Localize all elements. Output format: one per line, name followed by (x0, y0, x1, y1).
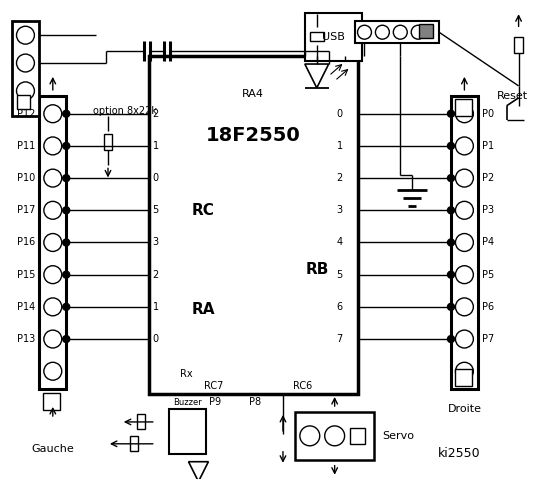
Bar (12, 21, 39, 116)
Text: P14: P14 (17, 302, 35, 312)
Text: 0: 0 (153, 334, 159, 344)
Circle shape (447, 110, 455, 117)
Circle shape (62, 336, 70, 343)
Text: RC7: RC7 (204, 381, 223, 391)
Text: 6: 6 (337, 302, 343, 312)
Circle shape (62, 207, 70, 214)
Bar (514, 37, 523, 53)
Bar (169, 409, 206, 454)
Text: option 8x22k: option 8x22k (93, 106, 157, 116)
Text: P6: P6 (482, 302, 494, 312)
Text: 2: 2 (337, 173, 343, 183)
Text: USB: USB (322, 32, 345, 42)
Text: P0: P0 (482, 109, 494, 119)
Circle shape (62, 303, 70, 311)
Bar (137, 415, 145, 430)
Text: Droite: Droite (447, 404, 482, 414)
Text: Buzzer: Buzzer (173, 397, 202, 407)
Bar (349, 428, 366, 444)
Circle shape (447, 143, 455, 149)
Circle shape (62, 175, 70, 181)
Circle shape (62, 143, 70, 149)
Text: RC6: RC6 (293, 381, 312, 391)
Text: RA4: RA4 (242, 89, 264, 99)
Circle shape (447, 175, 455, 181)
Bar (305, 13, 362, 61)
Text: RB: RB (306, 263, 330, 277)
Circle shape (447, 336, 455, 343)
Bar (130, 436, 138, 451)
Text: P12: P12 (17, 109, 35, 119)
Text: 7: 7 (337, 334, 343, 344)
Text: 3: 3 (153, 238, 159, 248)
Text: 1: 1 (337, 141, 343, 151)
Bar (419, 24, 433, 38)
Bar (295, 412, 374, 460)
Text: P10: P10 (17, 173, 35, 183)
Bar (103, 133, 112, 150)
Text: 5: 5 (337, 270, 343, 280)
Bar (17, 95, 30, 109)
Circle shape (447, 239, 455, 246)
Text: P13: P13 (17, 334, 35, 344)
Text: 2: 2 (153, 109, 159, 119)
Circle shape (447, 271, 455, 278)
Text: 4: 4 (337, 238, 343, 248)
Text: 3: 3 (337, 205, 343, 216)
Text: RA: RA (192, 302, 215, 317)
Text: P8: P8 (249, 397, 261, 407)
Text: 0: 0 (153, 173, 159, 183)
Text: P1: P1 (482, 141, 494, 151)
Text: P11: P11 (17, 141, 35, 151)
Bar (455, 369, 472, 386)
Text: P16: P16 (17, 238, 35, 248)
Text: ki2550: ki2550 (437, 447, 480, 460)
Text: P5: P5 (482, 270, 494, 280)
Text: P9: P9 (209, 397, 221, 407)
Bar (43, 393, 60, 410)
Circle shape (62, 110, 70, 117)
Text: 0: 0 (337, 109, 343, 119)
Bar (310, 32, 324, 41)
Text: Rx: Rx (180, 369, 193, 379)
Text: Reset: Reset (497, 91, 528, 101)
Text: P17: P17 (17, 205, 35, 216)
Bar (451, 96, 478, 389)
Bar (149, 56, 358, 394)
Text: RC: RC (192, 203, 215, 217)
Text: 5: 5 (153, 205, 159, 216)
Text: 1: 1 (153, 141, 159, 151)
Text: P7: P7 (482, 334, 494, 344)
Text: P3: P3 (482, 205, 494, 216)
Bar (354, 21, 439, 43)
Text: 1: 1 (153, 302, 159, 312)
Text: Gauche: Gauche (32, 444, 74, 454)
Bar (455, 99, 472, 116)
Circle shape (447, 207, 455, 214)
Text: 2: 2 (153, 270, 159, 280)
Bar (39, 96, 66, 389)
Text: P4: P4 (482, 238, 494, 248)
Text: P15: P15 (17, 270, 35, 280)
Text: P2: P2 (482, 173, 494, 183)
Circle shape (447, 303, 455, 311)
Circle shape (62, 271, 70, 278)
Text: 18F2550: 18F2550 (206, 126, 300, 145)
Text: Servo: Servo (382, 431, 414, 441)
Circle shape (62, 239, 70, 246)
